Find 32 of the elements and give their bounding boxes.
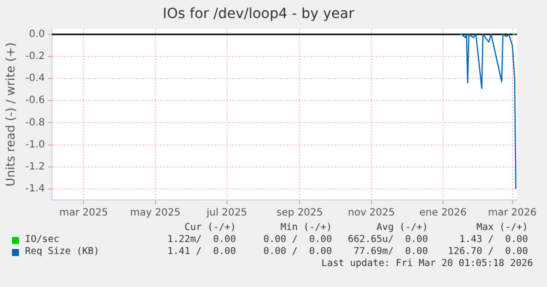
x-tick-label: ene 2026 (419, 208, 467, 219)
text: 1.22m/ 0.00 (166, 234, 236, 246)
y-tick-label: -1.2 (25, 161, 45, 172)
text: 662.65u/ 0.00 (346, 234, 428, 246)
y-axis-title: Units read (-) / write (+) (3, 42, 18, 186)
legend-label: IO/sec (25, 234, 60, 246)
legend-label: Req Size (KB) (25, 246, 100, 258)
y-tick-label: -0.8 (25, 117, 45, 128)
text: 0.00 / 0.00 (262, 246, 332, 258)
text: Min (-/+) (280, 222, 332, 234)
y-tick-label: -1.4 (25, 184, 45, 195)
text: 77.69m/ 0.00 (352, 246, 428, 258)
text: Max (-/+) (476, 222, 528, 234)
y-tick-label: 0.0 (29, 28, 45, 40)
text: 1.43 / 0.00 (458, 234, 528, 246)
y-tick-label: -0.6 (25, 95, 45, 106)
x-tick-label: jul 2025 (206, 208, 248, 219)
x-tick-label: mar 2026 (488, 208, 537, 219)
text: Avg (-/+) (376, 222, 428, 234)
text: 126.70 / 0.00 (446, 246, 528, 258)
text: Cur (-/+) (184, 222, 236, 234)
x-tick-label: nov 2025 (348, 208, 395, 219)
chart-title: IOs for /dev/loop4 - by year (162, 6, 354, 22)
x-tick-label: may 2025 (130, 208, 180, 219)
text: Last update: Fri Mar 20 01:05:18 2026 (320, 258, 533, 270)
text: 1.41 / 0.00 (166, 246, 236, 258)
y-tick-label: -0.4 (25, 73, 45, 84)
text: 0.00 / 0.00 (262, 234, 332, 246)
y-tick-label: -0.2 (25, 51, 45, 62)
x-tick-label: mar 2025 (59, 208, 108, 219)
y-tick-label: -1.0 (25, 139, 45, 150)
x-tick-label: sep 2025 (276, 208, 323, 219)
